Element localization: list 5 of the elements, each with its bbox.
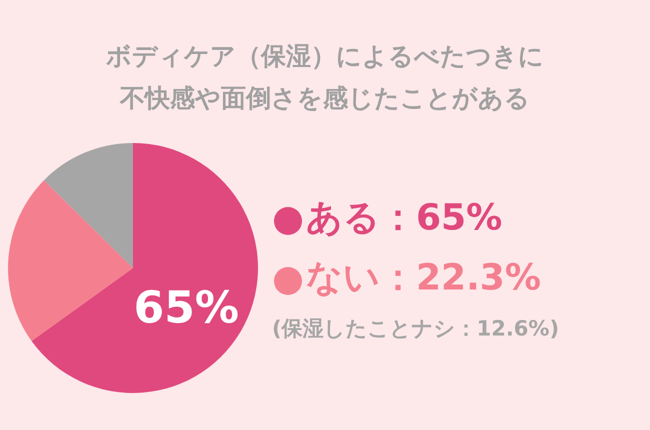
text: ない：22.3% xyxy=(306,258,541,298)
text: ある：65% xyxy=(306,198,502,238)
data-label: 65% xyxy=(134,282,239,334)
text: ボディケア（保湿）によるべたつきに不快感や面倒さを感じたことがある xyxy=(105,42,544,112)
text: (保湿したことナシ：12.6%) xyxy=(272,316,560,340)
